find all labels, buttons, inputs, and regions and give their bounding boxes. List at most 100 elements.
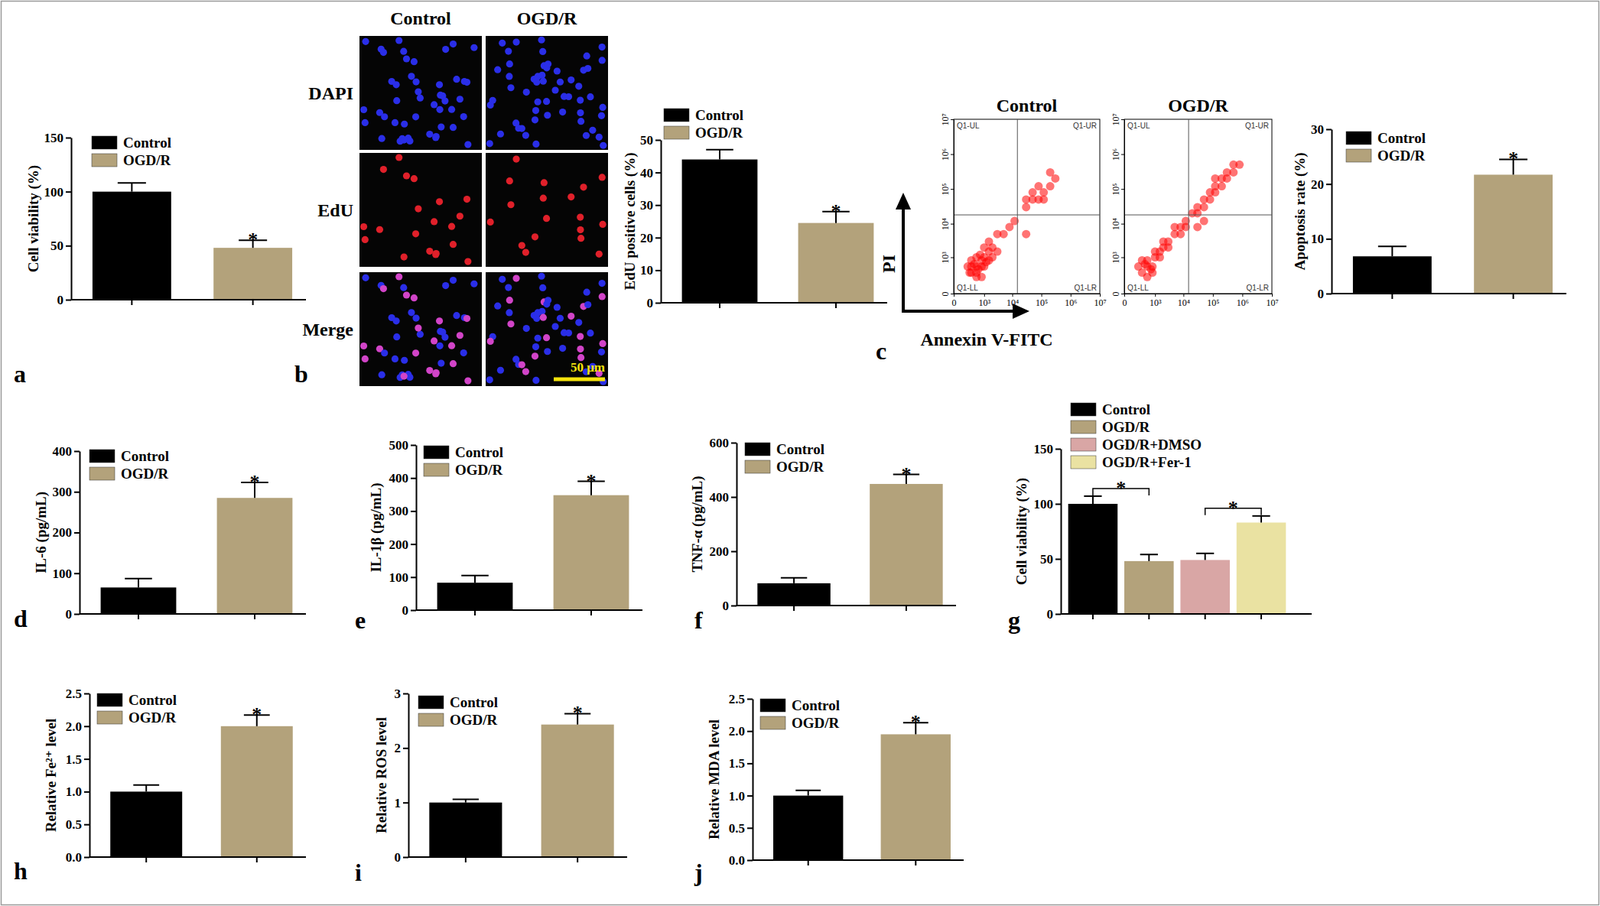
micrograph-background: [485, 35, 609, 150]
legend-item: OGD/R: [1346, 147, 1426, 164]
nucleus: [435, 342, 443, 350]
nucleus: [599, 142, 607, 150]
y-tick-mark: [747, 763, 753, 765]
y-tick: 20: [1310, 177, 1332, 192]
y-tick: 50: [50, 238, 72, 254]
nucleus: [553, 67, 561, 75]
nucleus: [432, 133, 440, 141]
y-tick-mark: [403, 747, 409, 750]
bar: [437, 582, 514, 611]
x-tick: [254, 614, 256, 620]
nucleus: [448, 106, 456, 114]
x-tick: [474, 610, 476, 616]
y-tick: 10⁷: [1110, 113, 1125, 126]
legend: ControlOGD/R: [418, 694, 498, 729]
bar-chart: 0102030Apoptosis rate (%)ControlOGD/R*: [1291, 122, 1567, 302]
nucleus: [380, 349, 388, 357]
nucleus: [575, 82, 583, 90]
x-tick-mark: [252, 299, 254, 306]
y-tick-mark: [1121, 257, 1125, 259]
y-tick-label: 0: [939, 292, 951, 297]
x-tick-mark: [256, 857, 258, 863]
x-tick-mark: [1512, 293, 1515, 300]
y-tick-label: 0: [722, 598, 730, 614]
x-tick-label: 10³: [978, 297, 991, 309]
nucleus: [532, 107, 540, 114]
y-axis-title: Relative Fe²⁺ level: [42, 718, 59, 833]
error-bar-stem: [130, 182, 133, 192]
significance-label: *: [1508, 147, 1519, 170]
y-tick-mark: [1055, 559, 1061, 561]
bar-chart: 0.00.51.01.52.02.5Relative MDA levelCont…: [705, 692, 964, 869]
y-tick-label: 150: [1034, 442, 1054, 457]
x-tick: [131, 299, 133, 306]
legend-label: Control: [123, 134, 172, 151]
legend-label: OGD/R: [1377, 147, 1426, 164]
bar-chart: 0100200300400IL-6 (pg/mL)ControlOGD/R*: [32, 444, 306, 622]
plot-frame: [953, 119, 1100, 294]
y-tick-label: 500: [389, 438, 410, 453]
marks: [953, 119, 1100, 294]
nucleus: [449, 240, 457, 248]
x-tick: 10³: [978, 293, 991, 309]
nucleus: [403, 55, 410, 62]
legend-item: Control: [97, 692, 177, 709]
nucleus: [395, 153, 403, 161]
y-tick: 200: [709, 544, 738, 560]
nucleus: [452, 75, 460, 83]
error-bar-stem: [1092, 496, 1094, 505]
quadrant-label: Q1-UR: [1245, 121, 1269, 131]
axis-arrowhead: [1012, 303, 1030, 319]
error-bar-stem: [1391, 246, 1393, 257]
error-bar-stem: [1147, 554, 1150, 562]
nucleus: [430, 337, 438, 345]
y-tick-mark: [655, 302, 661, 305]
x-axis-line: [71, 299, 306, 301]
nucleus: [579, 183, 587, 191]
legend-item: OGD/R: [744, 458, 825, 475]
error-bar: [1378, 246, 1407, 257]
x-axis: [416, 610, 643, 616]
legend-item: Control: [1070, 401, 1151, 418]
event-point: [1164, 237, 1173, 246]
nucleus: [507, 320, 514, 328]
y-tick-label: 10⁷: [1110, 113, 1122, 126]
y-tick: 0: [394, 850, 410, 866]
legend-item: Control: [418, 694, 498, 711]
y-tick: 20: [640, 230, 661, 246]
nucleus: [460, 349, 468, 357]
legend-swatch: [1070, 403, 1096, 417]
y-axis: 01020304050: [640, 133, 662, 311]
marks: [429, 713, 614, 858]
scale-bar-label: 50 μm: [570, 360, 605, 375]
x-axis-line: [1125, 293, 1273, 295]
y-tick: 100: [389, 570, 417, 586]
nucleus: [577, 117, 585, 125]
nucleus: [505, 308, 513, 316]
y-tick-label: 0.5: [728, 821, 745, 836]
y-tick-label: 0: [1110, 292, 1122, 297]
y-tick: 1.0: [728, 789, 753, 804]
micrograph: [359, 272, 482, 387]
y-tick-label: 1.0: [728, 789, 745, 804]
legend-swatch: [1070, 455, 1096, 469]
nucleus: [584, 65, 592, 72]
bar-chart: 01020304050EdU positive cells (%)Control…: [621, 107, 888, 311]
nucleus: [449, 40, 457, 48]
y-tick-label: 10: [640, 263, 654, 278]
x-tick: [1261, 614, 1262, 620]
y-tick: 3: [394, 686, 410, 702]
bar: [221, 726, 293, 858]
x-tick: 0: [952, 293, 957, 309]
x-tick-mark: [905, 605, 908, 612]
error-bar-cap: [795, 790, 821, 792]
y-tick-mark: [1055, 504, 1061, 506]
y-tick-label: 30: [640, 198, 654, 213]
event-point: [992, 230, 1002, 239]
nucleus: [523, 88, 531, 96]
x-tick-mark: [576, 857, 579, 863]
event-point: [982, 257, 991, 267]
x-axis-line: [954, 293, 1101, 295]
chart-title: Control: [996, 95, 1058, 116]
nucleus: [532, 343, 540, 351]
